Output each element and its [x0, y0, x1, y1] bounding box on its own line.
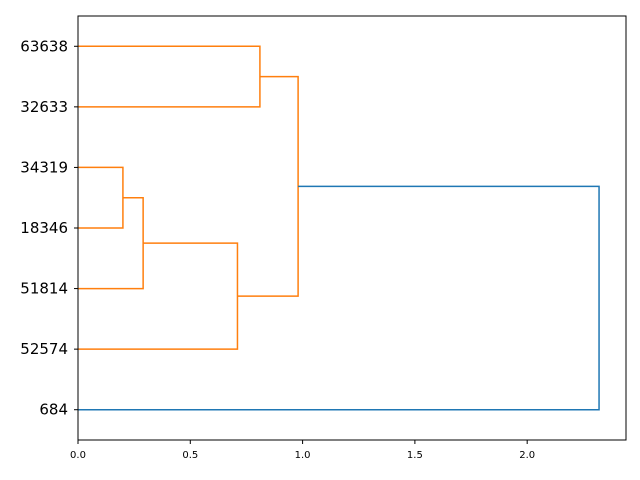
- y-tick-label: 32633: [20, 98, 68, 116]
- plot-frame: [77, 15, 627, 441]
- link: [78, 242, 239, 350]
- x-tick-label: 2.0: [519, 450, 535, 461]
- link: [78, 185, 600, 411]
- link: [78, 196, 144, 290]
- y-tick-label: 18346: [20, 219, 68, 237]
- link: [237, 75, 299, 297]
- y-tick-label: 63638: [20, 37, 68, 55]
- link: [78, 166, 124, 229]
- x-tick-label: 0.0: [70, 450, 86, 461]
- x-tick-label: 0.5: [182, 450, 198, 461]
- y-tick-label: 51814: [20, 280, 68, 298]
- link: [78, 45, 261, 108]
- x-tick-label: 1.5: [407, 450, 423, 461]
- x-tick-label: 1.0: [295, 450, 311, 461]
- y-tick-label: 52574: [20, 340, 68, 358]
- y-tick-label: 34319: [20, 158, 68, 176]
- y-tick-label: 684: [39, 401, 68, 419]
